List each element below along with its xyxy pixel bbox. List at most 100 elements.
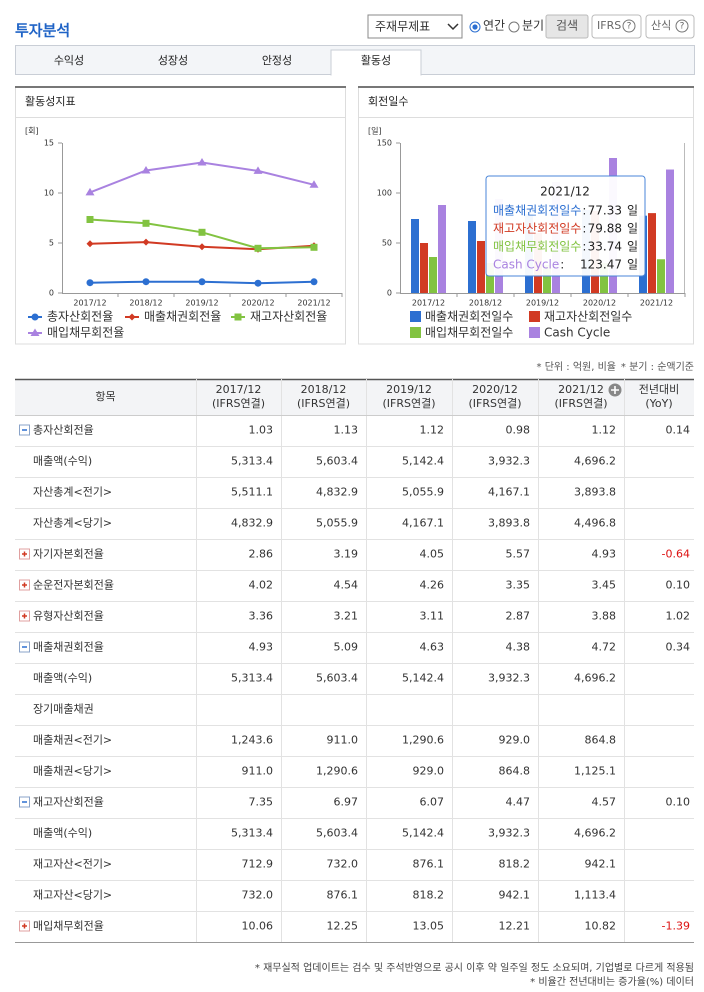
radio-label: 분기 bbox=[522, 19, 544, 33]
point bbox=[141, 166, 151, 174]
cell: 4.54 bbox=[334, 579, 359, 592]
header-period: 전년대비 bbox=[639, 383, 679, 396]
cell: 5,313.4 bbox=[231, 672, 273, 685]
cell: 4.57 bbox=[592, 796, 617, 809]
legend-label[interactable]: 총자산회전율 bbox=[47, 310, 113, 324]
tooltip-label: 재고자산회전일수 bbox=[493, 222, 581, 236]
cell: 1,113.4 bbox=[574, 889, 616, 902]
cell: 4.26 bbox=[420, 579, 445, 592]
cell: 3.36 bbox=[249, 610, 274, 623]
point bbox=[86, 240, 94, 248]
tab[interactable]: 성장성 bbox=[158, 54, 188, 67]
legend-label[interactable]: 재고자산회전율 bbox=[250, 310, 327, 324]
cell: 1.13 bbox=[334, 424, 359, 437]
cell: 5,603.4 bbox=[316, 827, 358, 840]
cell: 1,125.1 bbox=[574, 765, 616, 778]
cell: 4.02 bbox=[249, 579, 274, 592]
cell: 4.72 bbox=[592, 641, 617, 654]
x-tick-label: 2019/12 bbox=[526, 299, 559, 308]
cell: 942.1 bbox=[585, 858, 617, 871]
cell: 12.21 bbox=[499, 920, 531, 933]
legend-marker bbox=[128, 313, 136, 321]
x-tick-label: 2018/12 bbox=[469, 299, 502, 308]
sub-row-label: 재고자산<전기> bbox=[33, 858, 112, 871]
cell: 5,055.9 bbox=[316, 517, 358, 530]
y-tick-label: 0 bbox=[387, 289, 392, 298]
tooltip-value: 33.74 bbox=[588, 240, 622, 254]
point bbox=[310, 278, 318, 286]
header-basis: (YoY) bbox=[645, 397, 672, 410]
tab[interactable]: 안정성 bbox=[262, 54, 292, 67]
tab[interactable]: 수익성 bbox=[54, 54, 84, 67]
cell: 2.87 bbox=[506, 610, 531, 623]
point bbox=[253, 166, 263, 174]
legend-marker bbox=[30, 328, 40, 336]
cell: 0.10 bbox=[666, 579, 691, 592]
point bbox=[198, 278, 206, 286]
cell: 1,290.6 bbox=[402, 734, 444, 747]
tooltip-unit: 일 bbox=[627, 240, 638, 254]
note: * 단위 : 억원, 비율 bbox=[537, 360, 616, 373]
legend-label[interactable]: 매출채권회전일수 bbox=[425, 310, 513, 324]
cell: 4,167.1 bbox=[488, 486, 530, 499]
tooltip-unit: 일 bbox=[627, 204, 638, 218]
y-tick-label: 10 bbox=[44, 189, 54, 198]
tab[interactable]: 활동성 bbox=[361, 53, 391, 67]
point bbox=[142, 238, 150, 246]
bar bbox=[420, 243, 428, 293]
legend-swatch bbox=[529, 327, 540, 338]
cell: 3,932.3 bbox=[488, 672, 530, 685]
legend-label[interactable]: Cash Cycle bbox=[544, 326, 610, 340]
cell: 6.07 bbox=[420, 796, 445, 809]
panel-top bbox=[358, 86, 694, 88]
header-basis: (IFRS연결) bbox=[382, 397, 435, 410]
cell: 3,932.3 bbox=[488, 827, 530, 840]
select-box[interactable] bbox=[367, 14, 463, 39]
point bbox=[198, 243, 206, 251]
cell: 1.12 bbox=[592, 424, 617, 437]
sub-row-label: 자산총계<전기> bbox=[33, 486, 112, 499]
legend-label[interactable]: 매입채무회전율 bbox=[47, 326, 124, 340]
header-period: 2018/12 bbox=[301, 383, 347, 396]
sub-row-label: 장기매출채권 bbox=[33, 703, 94, 716]
cell: 864.8 bbox=[585, 734, 617, 747]
legend-label[interactable]: 재고자산회전일수 bbox=[544, 310, 632, 324]
row-label: 총자산회전율 bbox=[33, 424, 94, 437]
point bbox=[309, 180, 319, 188]
search-button[interactable] bbox=[545, 14, 589, 39]
page-title: 투자분석 bbox=[15, 22, 70, 40]
x-tick-label: 2019/12 bbox=[185, 299, 218, 308]
cell: 3.21 bbox=[334, 610, 359, 623]
legend-swatch bbox=[529, 311, 540, 322]
legend-label[interactable]: 매입채무회전일수 bbox=[425, 326, 513, 340]
cell: 6.97 bbox=[334, 796, 359, 809]
search-label: 검색 bbox=[556, 19, 578, 33]
x-tick-label: 2021/12 bbox=[297, 299, 330, 308]
cell: 5,313.4 bbox=[231, 455, 273, 468]
cell: 1,290.6 bbox=[316, 765, 358, 778]
help-icon: ? bbox=[627, 22, 632, 32]
select-arrow bbox=[447, 23, 459, 31]
cell: 3.11 bbox=[420, 610, 445, 623]
bar bbox=[600, 263, 608, 293]
cell: 4.93 bbox=[592, 548, 617, 561]
tooltip-value: 123.47 bbox=[580, 258, 622, 272]
sub-row-label: 자산총계<당기> bbox=[33, 517, 112, 530]
cell: 864.8 bbox=[499, 765, 531, 778]
header-basis: (IFRS연결) bbox=[554, 397, 607, 410]
radio-dot bbox=[472, 24, 478, 30]
tooltip-unit: 일 bbox=[627, 222, 638, 236]
point bbox=[142, 278, 150, 286]
legend-swatch bbox=[410, 327, 421, 338]
row-label: 매출채권회전율 bbox=[33, 641, 104, 654]
radio-off[interactable] bbox=[508, 21, 520, 33]
unit-label: [회] bbox=[25, 127, 39, 136]
cell: 876.1 bbox=[327, 889, 359, 902]
cell: 712.9 bbox=[242, 858, 274, 871]
header-basis: (IFRS연결) bbox=[212, 397, 265, 410]
legend-label[interactable]: 매출채권회전율 bbox=[144, 310, 221, 324]
x-tick-label: 2021/12 bbox=[640, 299, 673, 308]
point bbox=[254, 244, 262, 252]
select-text[interactable]: 주재무제표 bbox=[375, 20, 430, 34]
